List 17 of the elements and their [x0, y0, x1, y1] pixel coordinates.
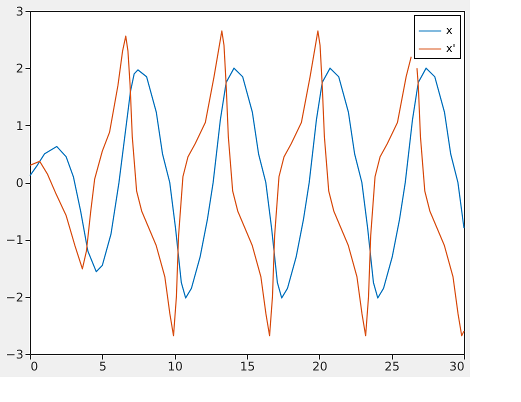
x-tick-label: 0	[30, 360, 38, 374]
line-series	[29, 68, 465, 299]
x-tick-label: 30	[449, 360, 464, 374]
y-tick-label: 3	[16, 4, 24, 18]
legend-label: x	[446, 24, 453, 37]
x-tick-label: 25	[384, 360, 400, 374]
legend-label: x'	[446, 42, 456, 55]
x-tick-label: 20	[312, 360, 328, 374]
y-tick-label: 2	[16, 62, 24, 76]
y-tick-label: 1	[16, 118, 24, 133]
y-tick-label: 0	[16, 176, 24, 190]
x-tick-label: 15	[240, 360, 256, 374]
y-tick-label: −2	[6, 290, 24, 304]
x-tick-label: 10	[168, 360, 183, 374]
y-tick-label: −3	[6, 348, 24, 362]
x-tick-label: 5	[99, 360, 107, 374]
y-tick-label: −1	[6, 233, 24, 248]
